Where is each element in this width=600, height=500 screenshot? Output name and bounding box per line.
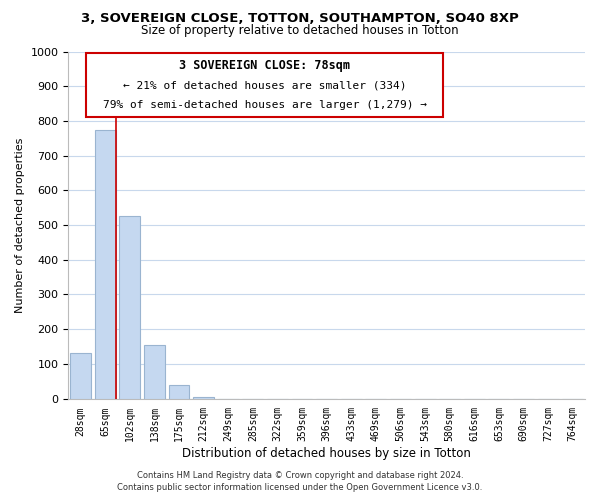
Bar xyxy=(95,130,116,398)
Text: Size of property relative to detached houses in Totton: Size of property relative to detached ho… xyxy=(141,24,459,37)
Bar xyxy=(169,384,190,398)
FancyBboxPatch shape xyxy=(86,53,443,118)
Text: ← 21% of detached houses are smaller (334): ← 21% of detached houses are smaller (33… xyxy=(123,80,406,90)
Text: 3 SOVEREIGN CLOSE: 78sqm: 3 SOVEREIGN CLOSE: 78sqm xyxy=(179,60,350,72)
Text: 3, SOVEREIGN CLOSE, TOTTON, SOUTHAMPTON, SO40 8XP: 3, SOVEREIGN CLOSE, TOTTON, SOUTHAMPTON,… xyxy=(81,12,519,26)
Bar xyxy=(70,354,91,399)
Bar xyxy=(144,345,165,399)
X-axis label: Distribution of detached houses by size in Totton: Distribution of detached houses by size … xyxy=(182,447,471,460)
Bar xyxy=(193,397,214,398)
Text: Contains HM Land Registry data © Crown copyright and database right 2024.
Contai: Contains HM Land Registry data © Crown c… xyxy=(118,471,482,492)
Y-axis label: Number of detached properties: Number of detached properties xyxy=(15,138,25,312)
Bar xyxy=(119,216,140,398)
Text: 79% of semi-detached houses are larger (1,279) →: 79% of semi-detached houses are larger (… xyxy=(103,100,427,110)
